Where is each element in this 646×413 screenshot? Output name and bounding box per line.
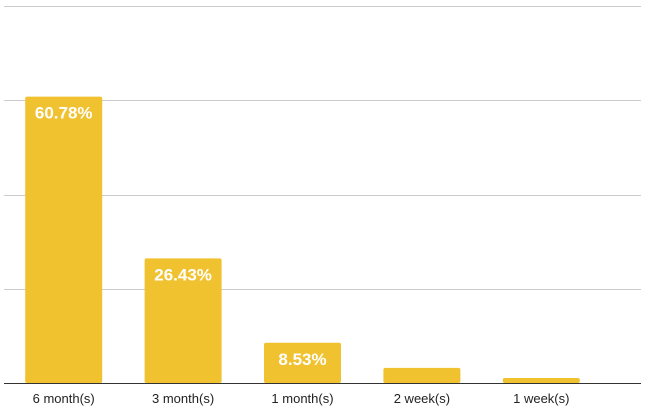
bar — [144, 258, 222, 383]
category-label: 3 month(s) — [152, 391, 214, 406]
bar — [264, 342, 341, 383]
category-label: 1 month(s) — [271, 391, 333, 406]
category-label: 6 month(s) — [33, 391, 95, 406]
bar-data-label: 8.53% — [278, 350, 326, 369]
data-labels: 60.78% 26.43% 8.53% — [35, 104, 327, 369]
category-label: 1 week(s) — [513, 391, 569, 406]
bar-data-label: 60.78% — [35, 104, 93, 123]
bar — [383, 367, 461, 383]
bar — [502, 378, 580, 383]
category-label: 2 week(s) — [394, 391, 450, 406]
category-labels: 6 month(s) 3 month(s) 1 month(s) 2 week(s) 1… — [33, 391, 570, 406]
bar — [25, 96, 103, 383]
bars — [25, 96, 580, 383]
bar-data-label: 26.43% — [154, 265, 212, 284]
gridlines — [4, 6, 641, 290]
